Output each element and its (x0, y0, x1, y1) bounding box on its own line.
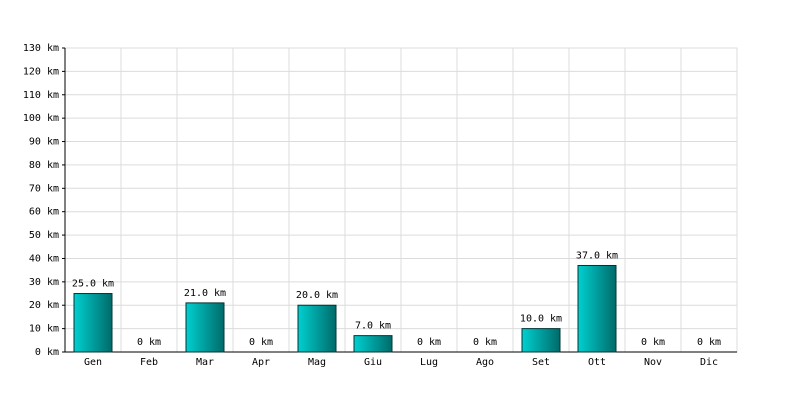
x-tick-label: Set (532, 357, 550, 368)
value-label: 25.0 km (72, 279, 114, 290)
x-tick-label: Feb (140, 357, 158, 368)
bar (577, 264, 617, 353)
x-tick-label: Mar (196, 357, 214, 368)
value-label: 10.0 km (520, 314, 562, 325)
y-tick-label: 40 km (29, 253, 59, 264)
value-label: 20.0 km (296, 290, 338, 301)
value-label: 0 km (417, 337, 441, 348)
y-tick-label: 110 km (23, 90, 59, 101)
bar (297, 304, 337, 353)
y-tick-label: 80 km (29, 160, 59, 171)
value-label: 37.0 km (576, 250, 618, 261)
x-tick-label: Nov (644, 357, 662, 368)
x-tick-label: Mag (308, 357, 326, 368)
value-label: 0 km (697, 337, 721, 348)
y-tick-label: 120 km (23, 66, 59, 77)
x-tick-label: Ago (476, 357, 494, 368)
value-label: 0 km (473, 337, 497, 348)
bar (185, 302, 225, 353)
y-tick-label: 90 km (29, 137, 59, 148)
value-label: 21.0 km (184, 288, 226, 299)
y-tick-label: 60 km (29, 207, 59, 218)
value-label: 0 km (641, 337, 665, 348)
y-tick-label: 20 km (29, 300, 59, 311)
x-tick-label: Dic (700, 357, 718, 368)
x-tick-label: Apr (252, 357, 270, 368)
bar (353, 335, 393, 353)
value-label: 7.0 km (355, 321, 391, 332)
y-tick-label: 50 km (29, 230, 59, 241)
bar (521, 328, 561, 353)
bar (73, 293, 113, 353)
y-tick-label: 100 km (23, 113, 59, 124)
y-tick-label: 70 km (29, 183, 59, 194)
value-label: 0 km (249, 337, 273, 348)
x-tick-label: Lug (420, 357, 438, 368)
x-tick-label: Gen (84, 357, 102, 368)
x-tick-label: Giu (364, 357, 382, 368)
y-tick-label: 30 km (29, 277, 59, 288)
y-tick-label: 0 km (35, 347, 59, 358)
y-tick-label: 130 km (23, 43, 59, 54)
x-tick-label: Ott (588, 357, 606, 368)
value-label: 0 km (137, 337, 161, 348)
y-tick-label: 10 km (29, 324, 59, 335)
